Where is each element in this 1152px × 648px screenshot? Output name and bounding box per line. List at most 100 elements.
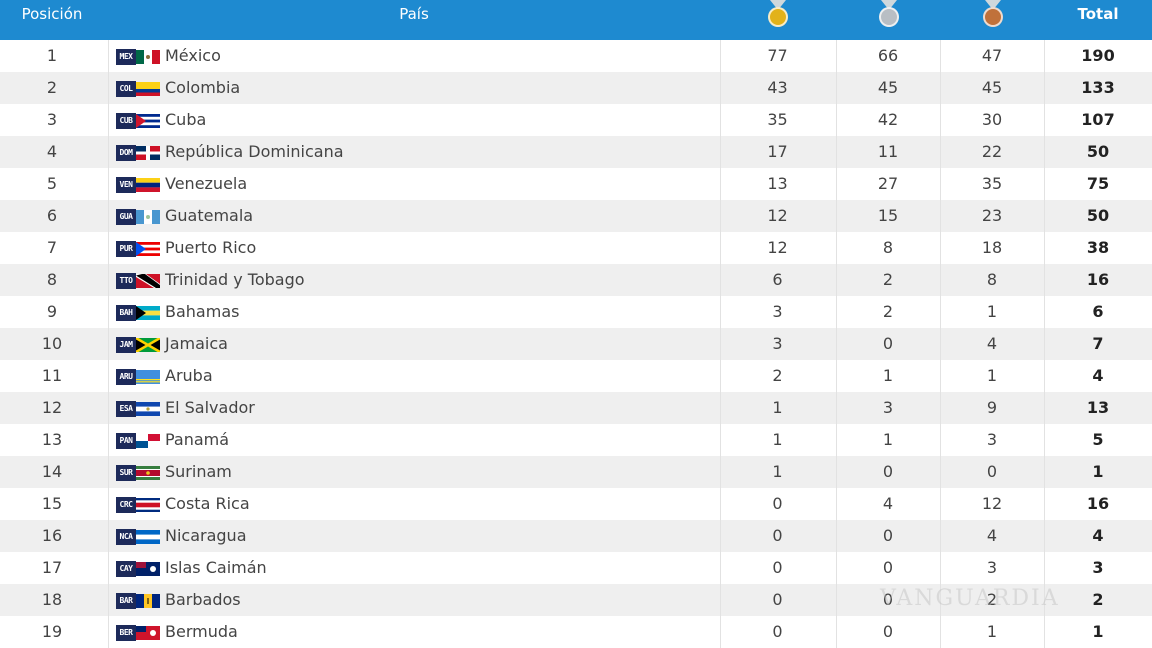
country-name[interactable]: República Dominicana [165, 142, 344, 161]
country-name[interactable]: Trinidad y Tobago [165, 270, 305, 289]
table-row[interactable]: 10 JAM Jamaica 3 0 4 7 [0, 328, 1152, 360]
country-name[interactable]: Barbados [165, 590, 241, 609]
country-name[interactable]: Colombia [165, 78, 241, 97]
country-name[interactable]: Islas Caimán [165, 558, 267, 577]
header-country[interactable]: País [399, 5, 429, 23]
bronze-count: 1 [986, 366, 998, 385]
header-position[interactable]: Posición [21, 5, 83, 23]
country-name[interactable]: Nicaragua [165, 526, 247, 545]
country-name[interactable]: Guatemala [165, 206, 254, 225]
country-name[interactable]: Bahamas [165, 302, 240, 321]
country-name[interactable]: Puerto Rico [165, 238, 257, 257]
position-cell: 2 [46, 78, 58, 97]
country-name[interactable]: El Salvador [165, 398, 255, 417]
country-cell[interactable]: MEX México [108, 40, 720, 72]
table-row[interactable]: 3 CUB Cuba 35 42 30 107 [0, 104, 1152, 136]
gold-count: 77 [767, 46, 788, 65]
table-row[interactable]: 14 SUR Surinam 1 0 0 1 [0, 456, 1152, 488]
table-row[interactable]: 16 NCA Nicaragua 0 0 4 4 [0, 520, 1152, 552]
country-code: CUB [116, 113, 136, 129]
country-cell[interactable]: CUB Cuba [108, 104, 720, 136]
country-code: MEX [116, 49, 136, 65]
table-row[interactable]: 15 CRC Costa Rica 0 4 12 16 [0, 488, 1152, 520]
country-cell[interactable]: TTO Trinidad y Tobago [108, 264, 720, 296]
table-row[interactable]: 8 TTO Trinidad y Tobago 6 2 8 16 [0, 264, 1152, 296]
country-cell[interactable]: DOM República Dominicana [108, 136, 720, 168]
country-cell[interactable]: SUR Surinam [108, 456, 720, 488]
table-row[interactable]: 18 BAR Barbados 0 0 2 2 [0, 584, 1152, 616]
header-total[interactable]: Total [1077, 5, 1119, 23]
gold-count: 0 [772, 590, 783, 609]
total-count: 16 [1086, 270, 1110, 289]
country-name[interactable]: Costa Rica [165, 494, 250, 513]
country-name[interactable]: Cuba [165, 110, 207, 129]
country-code: DOM [116, 145, 136, 161]
table-row[interactable]: 1 MEX México 77 66 47 190 [0, 40, 1152, 72]
table-row[interactable]: 5 VEN Venezuela 13 27 35 75 [0, 168, 1152, 200]
country-code: ARU [116, 369, 136, 385]
flag-icon: ESA [116, 401, 160, 417]
gold-count: 1 [772, 430, 783, 449]
country-cell[interactable]: ARU Aruba [108, 360, 720, 392]
silver-medal-icon[interactable] [831, 0, 946, 40]
country-cell[interactable]: GUA Guatemala [108, 200, 720, 232]
country-cell[interactable]: VEN Venezuela [108, 168, 720, 200]
silver-count: 1 [882, 366, 894, 385]
country-cell[interactable]: PAN Panamá [108, 424, 720, 456]
total-count: 75 [1086, 174, 1110, 193]
country-name[interactable]: Surinam [165, 462, 232, 481]
bronze-count: 18 [981, 238, 1003, 257]
silver-count: 45 [877, 78, 899, 97]
position-cell: 3 [46, 110, 58, 129]
country-name[interactable]: Jamaica [165, 334, 228, 353]
table-row[interactable]: 12 ESA El Salvador 1 3 9 13 [0, 392, 1152, 424]
flag-icon: BAR [116, 593, 160, 609]
table-row[interactable]: 6 GUA Guatemala 12 15 23 50 [0, 200, 1152, 232]
country-cell[interactable]: PUR Puerto Rico [108, 232, 720, 264]
table-row[interactable]: 11 ARU Aruba 2 1 1 4 [0, 360, 1152, 392]
gold-count: 43 [767, 78, 788, 97]
position-cell: 7 [46, 238, 58, 257]
country-cell[interactable]: BER Bermuda [108, 616, 720, 648]
silver-count: 42 [877, 110, 899, 129]
country-cell[interactable]: ESA El Salvador [108, 392, 720, 424]
position-cell: 4 [46, 142, 58, 161]
country-code: TTO [116, 273, 136, 289]
country-code: CRC [116, 497, 136, 513]
country-name[interactable]: Bermuda [165, 622, 238, 641]
country-code: BAH [116, 305, 136, 321]
position-cell: 14 [41, 462, 63, 481]
country-name[interactable]: México [165, 46, 221, 65]
total-count: 38 [1086, 238, 1110, 257]
gold-count: 12 [767, 238, 788, 257]
silver-count: 8 [882, 238, 894, 257]
country-name[interactable]: Panamá [165, 430, 230, 449]
country-cell[interactable]: NCA Nicaragua [108, 520, 720, 552]
country-cell[interactable]: CRC Costa Rica [108, 488, 720, 520]
country-code: NCA [116, 529, 136, 545]
gold-count: 3 [772, 334, 783, 353]
country-cell[interactable]: JAM Jamaica [108, 328, 720, 360]
table-row[interactable]: 19 BER Bermuda 0 0 1 1 [0, 616, 1152, 648]
position-cell: 5 [46, 174, 58, 193]
table-row[interactable]: 17 CAY Islas Caimán 0 0 3 3 [0, 552, 1152, 584]
gold-medal-icon[interactable] [720, 0, 835, 40]
flag-icon: VEN [116, 177, 160, 193]
bronze-medal-icon[interactable] [935, 0, 1050, 40]
table-row[interactable]: 4 DOM República Dominicana 17 11 22 50 [0, 136, 1152, 168]
flag-icon: MEX [116, 49, 160, 65]
flag-icon: COL [116, 81, 160, 97]
table-row[interactable]: 7 PUR Puerto Rico 12 8 18 38 [0, 232, 1152, 264]
position-cell: 19 [41, 622, 63, 641]
silver-count: 0 [882, 558, 894, 577]
table-row[interactable]: 9 BAH Bahamas 3 2 1 6 [0, 296, 1152, 328]
country-cell[interactable]: COL Colombia [108, 72, 720, 104]
country-cell[interactable]: BAH Bahamas [108, 296, 720, 328]
country-name[interactable]: Venezuela [165, 174, 248, 193]
country-cell[interactable]: BAR Barbados [108, 584, 720, 616]
table-row[interactable]: 2 COL Colombia 43 45 45 133 [0, 72, 1152, 104]
country-cell[interactable]: CAY Islas Caimán [108, 552, 720, 584]
table-row[interactable]: 13 PAN Panamá 1 1 3 5 [0, 424, 1152, 456]
country-name[interactable]: Aruba [165, 366, 213, 385]
country-code: GUA [116, 209, 136, 225]
